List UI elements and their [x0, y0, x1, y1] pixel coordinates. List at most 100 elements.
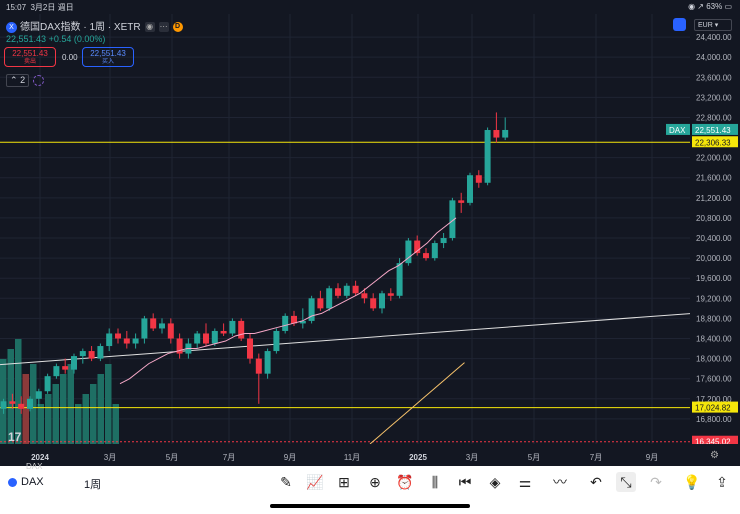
candle-body [88, 351, 95, 359]
volume-bar [15, 339, 22, 444]
settings-sliders-icon[interactable]: ⚌ [518, 473, 532, 490]
undo-icon[interactable]: ↶ [590, 473, 602, 490]
price-tick-label: 19,600.00 [696, 274, 732, 283]
last-price: 22,551.43 [6, 34, 47, 44]
candle-body [475, 175, 482, 183]
candle-body [379, 293, 385, 309]
price-change: +0.54 (0.00%) [48, 34, 106, 44]
volume-bar [97, 374, 104, 444]
symbol-legend[interactable]: X 德国DAX指数 · 1周 · XETR ◉ ⋯ D [6, 18, 183, 33]
symbol-dot-icon [8, 477, 17, 487]
gear-icon[interactable]: ⚙ [710, 450, 719, 461]
dividend-badge[interactable]: D [172, 22, 183, 33]
volume-bar [67, 364, 74, 444]
price-tick-label: 17,600.00 [696, 375, 732, 384]
more-icon[interactable]: ⋯ [158, 22, 169, 33]
collapse-icon[interactable]: ⤡ [616, 472, 636, 492]
price-label-bg [692, 136, 738, 148]
candle-body [449, 200, 456, 239]
price-tick-label: 18,800.00 [696, 314, 732, 323]
candle-body [62, 366, 69, 370]
price-label-bg [692, 401, 738, 413]
volume-bar [112, 404, 119, 444]
replay-icon[interactable]: ⏮ [458, 473, 472, 490]
ghost-text: DAX [26, 462, 43, 471]
candle-body [176, 338, 183, 354]
time-tick-label: 7月 [590, 453, 602, 462]
home-indicator [270, 504, 470, 508]
volume-bar [105, 364, 112, 444]
eye-icon[interactable]: ◉ [144, 22, 155, 33]
price-chart[interactable]: 24,400.00 24,000.00 23,600.00 23,200.00 22,8… [0, 14, 740, 466]
candle-body [53, 366, 60, 377]
indicators-toggle[interactable]: ⌃ 2 [6, 74, 45, 87]
sell-button[interactable]: 22,551.43 卖出 [4, 47, 56, 67]
price-label: 22,551.43 [695, 126, 731, 135]
volume-bar [22, 374, 29, 444]
candle-body [123, 338, 130, 344]
interval-button[interactable]: 1周 [84, 479, 102, 491]
candle-body [308, 298, 315, 321]
price-tick-label: 21,600.00 [696, 174, 732, 183]
compare-icon[interactable]: 〰 [553, 474, 567, 490]
indicator-count: 2 [20, 75, 26, 85]
candle-body [9, 401, 16, 404]
candle-body [467, 175, 473, 203]
candle-body [106, 333, 113, 347]
candle-body [27, 398, 33, 409]
sell-price: 22,551.43 [12, 49, 48, 58]
sync-icon[interactable] [673, 18, 686, 31]
candle-body [150, 318, 157, 329]
time-axis [0, 444, 740, 466]
price-tick-label: 23,600.00 [696, 73, 732, 82]
candle-body [282, 315, 289, 331]
candle-body [414, 240, 421, 254]
currency-select[interactable]: EUR ▾ [694, 19, 732, 31]
candle-body [79, 351, 86, 357]
chart-type-icon[interactable]: 📈 [306, 473, 324, 490]
grid-icon[interactable]: ⊞ [338, 473, 350, 490]
plus-icon[interactable]: ⊕ [369, 473, 381, 490]
price-tick-label: 21,200.00 [696, 194, 732, 203]
buy-button[interactable]: 22,551.43 买入 [82, 47, 134, 67]
price-quote: 22,551.43 +0.54 (0.00%) [6, 34, 105, 44]
redo-icon[interactable]: ↷ [650, 473, 662, 490]
indicator-icon[interactable] [33, 75, 45, 87]
candle-body [335, 288, 341, 296]
volume-bar [75, 404, 82, 444]
time-tick-label: 3月 [104, 453, 116, 462]
time-tick-label: 9月 [646, 453, 658, 462]
price-tick-label: 16,800.00 [696, 415, 732, 424]
volume-bar [45, 394, 52, 444]
layers-icon[interactable]: ◈ [489, 473, 501, 490]
candle-body [343, 285, 350, 296]
candle-body [317, 298, 324, 309]
share-icon[interactable]: ⇪ [716, 473, 728, 490]
chart-area[interactable]: 24,400.00 24,000.00 23,600.00 23,200.00 22,8… [0, 14, 740, 466]
status-bar: 15:07 3月2日 週日 ◉ ↗ 63% ▭ [0, 0, 740, 14]
symbol-button[interactable]: DAX [8, 476, 44, 488]
symbol-title[interactable]: 德国DAX指数 · 1周 · XETR [20, 22, 141, 33]
candle-body [352, 285, 359, 294]
time-tick-label: 3月 [466, 453, 478, 462]
lightbulb-icon[interactable]: 💡 [683, 473, 701, 490]
chevron-up-icon: ⌃ [10, 75, 18, 85]
candle-body [326, 288, 333, 309]
volume-bar [90, 384, 97, 444]
price-label: 17,024.82 [695, 404, 731, 413]
price-tick-label: 22,000.00 [696, 154, 732, 163]
currency-label: EUR [698, 22, 713, 29]
moving-average-line-2 [369, 362, 465, 445]
status-time-date: 15:07 3月2日 週日 [6, 3, 74, 12]
alarm-icon[interactable]: ⏰ [396, 473, 414, 490]
price-tick-label: 22,800.00 [696, 113, 732, 122]
candle-body [71, 356, 77, 370]
symbol-tag-bg [666, 123, 690, 135]
price-tick-label: 18,000.00 [696, 355, 732, 364]
candle-body [423, 253, 429, 259]
pen-icon[interactable]: ✎ [280, 473, 292, 490]
moving-average-line [119, 217, 457, 385]
price-tick-label: 19,200.00 [696, 294, 732, 303]
candle-body [273, 330, 280, 352]
candles-icon[interactable]: ⫼ [431, 473, 439, 490]
